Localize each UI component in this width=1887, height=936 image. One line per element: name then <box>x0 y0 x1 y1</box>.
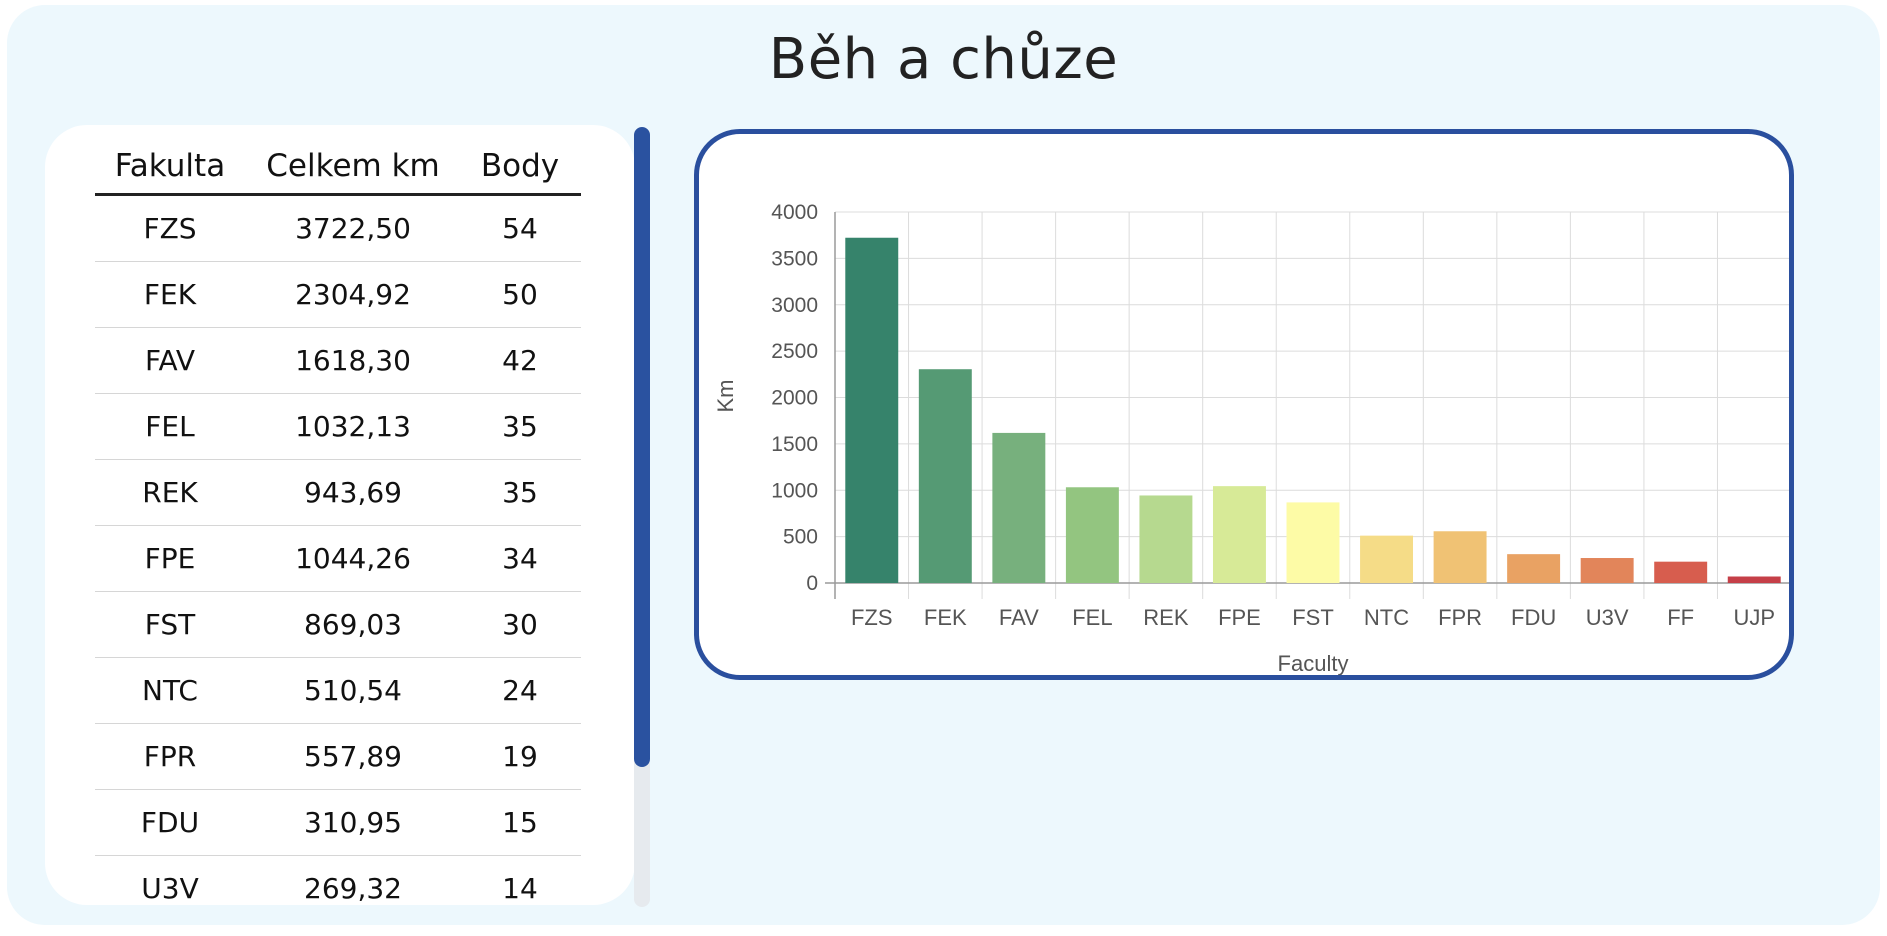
cell-total-km: 310,95 <box>304 806 402 839</box>
table-row: FAV 1618,30 42 <box>95 328 581 394</box>
cell-points: 54 <box>502 212 538 245</box>
x-tick-label: NTC <box>1364 605 1409 630</box>
cell-points: 30 <box>502 608 538 641</box>
cell-points: 19 <box>502 740 538 773</box>
cell-total-km: 869,03 <box>304 608 402 641</box>
table-row: FST 869,03 30 <box>95 592 581 658</box>
bar-u3v[interactable] <box>1580 558 1634 583</box>
cell-total-km: 557,89 <box>304 740 402 773</box>
x-tick-label: FPE <box>1218 605 1261 630</box>
table-row: FPR 557,89 19 <box>95 724 581 790</box>
table-row: FEK 2304,92 50 <box>95 262 581 328</box>
y-tick-label: 3500 <box>771 247 818 270</box>
cell-points: 24 <box>502 674 538 707</box>
cell-points: 14 <box>502 872 538 905</box>
table-row: FZS 3722,50 54 <box>95 196 581 262</box>
table-header: Fakulta Celkem km Body <box>95 139 581 196</box>
x-tick-label: FEL <box>1072 605 1112 630</box>
y-tick-label: 1000 <box>771 479 818 502</box>
y-tick-label: 500 <box>783 526 818 549</box>
x-tick-label: U3V <box>1586 605 1629 630</box>
cell-points: 15 <box>502 806 538 839</box>
x-axis-title: Faculty <box>1278 651 1349 676</box>
cell-total-km: 2304,92 <box>295 278 411 311</box>
cell-total-km: 1618,30 <box>295 344 411 377</box>
cell-faculty: FPR <box>143 740 197 773</box>
column-header-total-km[interactable]: Celkem km <box>266 148 440 184</box>
cell-total-km: 269,32 <box>304 872 402 905</box>
cell-total-km: 1044,26 <box>295 542 411 575</box>
bar-rek[interactable] <box>1139 495 1193 583</box>
cell-points: 50 <box>502 278 538 311</box>
chart-card: 0 500 1000 1500 2000 2500 3000 3500 4000 FZS FEK FA… <box>694 129 1794 680</box>
cell-faculty: FEL <box>145 410 195 443</box>
cell-points: 34 <box>502 542 538 575</box>
y-axis-title: Km <box>713 380 738 413</box>
cell-faculty: FAV <box>144 344 196 377</box>
bar-fpe[interactable] <box>1212 486 1266 583</box>
results-table: Fakulta Celkem km Body FZS 3722,50 54 FEK 23… <box>45 125 635 905</box>
cell-faculty: FZS <box>143 212 197 245</box>
cell-total-km: 510,54 <box>304 674 402 707</box>
x-tick-label: REK <box>1143 605 1189 630</box>
table-row: FDU 310,95 15 <box>95 790 581 856</box>
bar-fek[interactable] <box>918 369 972 583</box>
column-header-faculty[interactable]: Fakulta <box>114 148 226 184</box>
cell-points: 35 <box>502 476 538 509</box>
x-tick-label: FST <box>1292 605 1334 630</box>
bar-fst[interactable] <box>1286 502 1340 583</box>
cell-faculty: NTC <box>142 674 198 707</box>
x-tick-label: FZS <box>851 605 893 630</box>
cell-total-km: 1032,13 <box>295 410 411 443</box>
page-panel: Běh a chůze Fakulta Celkem km Body FZS 37… <box>7 5 1880 925</box>
bar-ntc[interactable] <box>1360 535 1414 583</box>
table-row: NTC 510,54 24 <box>95 658 581 724</box>
cell-points: 42 <box>502 344 538 377</box>
y-tick-label: 4000 <box>771 201 818 224</box>
cell-faculty: FPE <box>144 542 196 575</box>
x-tick-label: FDU <box>1511 605 1556 630</box>
table-row: FEL 1032,13 35 <box>95 394 581 460</box>
table-row: FPE 1044,26 34 <box>95 526 581 592</box>
bar-fpr[interactable] <box>1433 531 1487 583</box>
bar-fav[interactable] <box>992 432 1046 583</box>
x-tick-label: FPR <box>1438 605 1482 630</box>
y-tick-label: 3000 <box>771 294 818 317</box>
y-tick-label: 0 <box>806 572 818 595</box>
bar-fel[interactable] <box>1065 487 1119 583</box>
bar-chart: 0 500 1000 1500 2000 2500 3000 3500 4000 FZS FEK FA… <box>713 201 1789 676</box>
bar-fzs[interactable] <box>845 237 899 583</box>
y-tick-label: 2000 <box>771 387 818 410</box>
x-tick-label: FAV <box>999 605 1039 630</box>
y-tick-label: 1500 <box>771 433 818 456</box>
table-row: U3V 269,32 14 <box>95 856 581 905</box>
table-scrollbar-thumb[interactable] <box>634 127 650 767</box>
cell-faculty: REK <box>142 476 198 509</box>
x-tick-label: UJP <box>1733 605 1775 630</box>
column-header-points[interactable]: Body <box>480 148 560 184</box>
y-tick-label: 2500 <box>771 340 818 363</box>
page-title: Běh a chůze <box>768 27 1119 92</box>
cell-faculty: FEK <box>143 278 197 311</box>
x-tick-label: FF <box>1667 605 1694 630</box>
cell-total-km: 3722,50 <box>295 212 411 245</box>
cell-faculty: U3V <box>141 872 199 905</box>
cell-total-km: 943,69 <box>304 476 402 509</box>
bar-ff[interactable] <box>1654 561 1708 583</box>
cell-faculty: FST <box>144 608 196 641</box>
bar-fdu[interactable] <box>1507 554 1561 583</box>
x-tick-label: FEK <box>924 605 967 630</box>
bar-ujp[interactable] <box>1727 576 1781 583</box>
cell-points: 35 <box>502 410 538 443</box>
table-row: REK 943,69 35 <box>95 460 581 526</box>
cell-faculty: FDU <box>140 806 200 839</box>
